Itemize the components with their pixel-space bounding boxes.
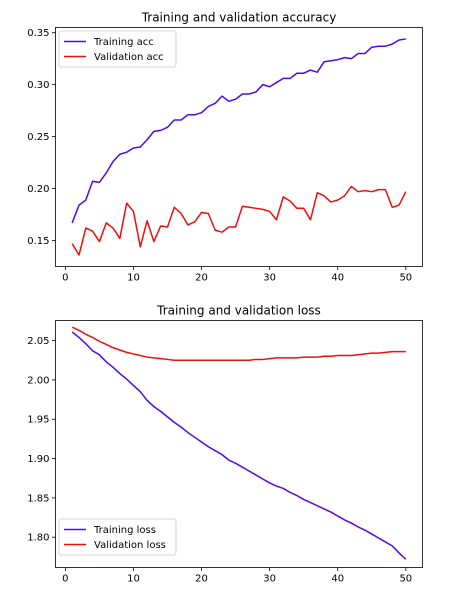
x-tick-label: 50 [399,574,412,585]
accuracy-chart: Training and validation accuracy 0 10 20 30 4… [27,11,423,284]
x-tick-label: 20 [195,273,208,284]
x-tick-label: 30 [263,273,276,284]
x-tick-label: 10 [127,574,140,585]
chart-title: Training and validation loss [156,304,321,318]
legend-label: Training loss [93,525,156,536]
legend: Training acc Validation acc [58,30,177,68]
loss-chart: Training and validation loss 0 10 20 30 40 50 1… [27,304,423,585]
legend-label: Validation loss [94,540,166,551]
y-tick-label: 0.15 [27,236,49,247]
legend-label: Validation acc [94,52,164,63]
legend-label: Training acc [93,37,154,48]
y-tick-label: 2.05 [27,336,49,347]
x-tick-label: 30 [263,574,276,585]
y-tick-label: 0.20 [27,184,49,195]
y-tick-label: 0.30 [27,80,49,91]
y-tick-label: 0.25 [27,132,49,143]
legend-box [58,518,177,556]
series-line-training-loss [71,331,407,560]
x-tick-label: 40 [331,574,344,585]
legend-box [58,30,177,68]
y-tick-label: 0.35 [27,28,49,39]
y-tick-label: 1.90 [27,454,49,465]
x-tick-label: 0 [62,574,68,585]
x-tick-label: 50 [399,273,412,284]
x-tick-label: 20 [195,574,208,585]
y-tick-label: 1.80 [27,533,49,544]
y-tick-label: 1.95 [27,415,49,426]
x-tick-label: 0 [62,273,68,284]
y-tick-label: 2.00 [27,375,49,386]
series-line-validation-loss [71,326,406,361]
plot-frame [55,320,423,568]
chart-title: Training and validation accuracy [141,11,337,25]
legend: Training loss Validation loss [58,518,177,556]
y-tick-label: 1.85 [27,493,49,504]
x-tick-label: 10 [127,273,140,284]
series-line-validation-acc [71,185,407,256]
x-tick-label: 40 [331,273,344,284]
plot-frame [55,27,423,267]
series-line-training-acc [71,38,406,224]
